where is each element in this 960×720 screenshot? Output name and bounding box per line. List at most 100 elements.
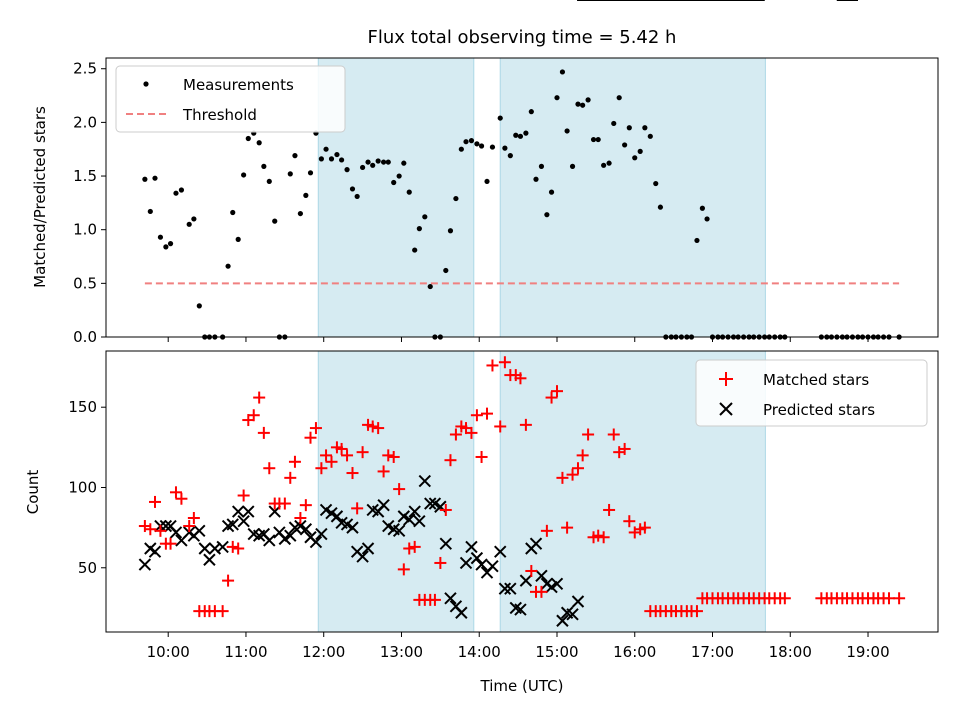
predicted-star-stroke [459, 556, 473, 570]
measurement-point [622, 142, 628, 148]
measurement-point [230, 209, 236, 216]
predicted-star-point [444, 592, 457, 605]
measurement-point [186, 221, 192, 227]
matched-star-point [247, 409, 260, 422]
predicted-star-stroke [540, 577, 554, 591]
predicted-star-stroke [382, 519, 395, 533]
top-y-tick-label: 0.5 [73, 274, 97, 292]
measurement-point [513, 132, 519, 138]
predicted-star-point [198, 542, 211, 555]
matched-star-point [778, 592, 791, 605]
predicted-star-point [550, 577, 564, 591]
predicted-star-point [284, 529, 297, 542]
matched-star-point [216, 605, 229, 618]
predicted-star-point [529, 537, 543, 550]
predicted-star-point [566, 608, 579, 621]
predicted-star-point [169, 526, 183, 539]
matched-star-point [148, 495, 161, 508]
measurement-point [590, 136, 597, 143]
predicted-star-point [439, 537, 453, 550]
measurement-point [142, 176, 148, 182]
predicted-star-point [514, 603, 527, 616]
predicted-star-point [418, 474, 432, 488]
predicted-star-stroke [475, 558, 488, 571]
matched-star-point [164, 537, 177, 550]
measurement-point [334, 151, 340, 158]
predicted-star-stroke [138, 558, 152, 571]
legend-predicted-marker [719, 402, 733, 416]
measurement-point [704, 216, 710, 222]
measurement-point [344, 167, 350, 173]
matched-star-point [408, 540, 421, 553]
matched-star-point [335, 442, 348, 455]
measurement-point [261, 163, 267, 169]
measurement-point [396, 173, 402, 179]
matched-star-point [603, 503, 616, 516]
measurement-point [191, 216, 197, 222]
measurement-point [647, 133, 653, 139]
matched-star-point [494, 420, 507, 433]
measurement-point [468, 138, 475, 144]
matched-star-point [481, 407, 494, 420]
measurement-point [626, 125, 632, 131]
matched-star-point [571, 462, 584, 475]
matched-star-point [592, 529, 605, 542]
predicted-star-point [138, 558, 152, 571]
predicted-star-stroke [514, 603, 527, 616]
matched-star-point [284, 471, 297, 484]
predicted-star-stroke [449, 600, 463, 613]
matched-star-point [486, 359, 499, 372]
measurement-point [173, 190, 179, 196]
measurement-point [339, 157, 345, 163]
predicted-star-stroke [387, 523, 400, 536]
measurement-point [323, 146, 329, 152]
top-y-tick-label: 0.0 [73, 328, 97, 346]
legend-measurements-label: Measurements [183, 76, 294, 94]
matched-star-point [403, 542, 416, 555]
matched-star-point [377, 465, 390, 478]
predicted-star-stroke [455, 606, 468, 619]
matched-star-point [320, 449, 333, 462]
predicted-star-stroke [392, 524, 406, 538]
measurement-point [318, 156, 324, 162]
predicted-star-point [242, 505, 255, 518]
matched-star-point [356, 446, 369, 459]
measurement-point [297, 210, 303, 217]
matched-star-point [325, 455, 338, 468]
matched-star-point [366, 420, 379, 433]
measurement-point [595, 136, 601, 143]
bottom-legend-box [695, 359, 928, 427]
measurement-point [354, 193, 360, 200]
measurement-point [380, 159, 387, 165]
measurement-point [225, 263, 231, 269]
predicted-star-stroke [231, 505, 245, 518]
measurement-point [365, 159, 371, 165]
measurement-point [272, 218, 278, 224]
top-y-ticks: 0.0 0.5 1.0 1.5 2.0 2.5 [73, 60, 106, 346]
measurement-point [517, 133, 524, 139]
predicted-star-point [263, 534, 276, 547]
matched-star-point [444, 454, 457, 467]
matched-star-point [154, 524, 167, 537]
measurement-point [152, 175, 158, 181]
matched-star-point [465, 426, 478, 439]
predicted-star-point [148, 545, 162, 558]
matched-star-point [351, 502, 364, 515]
predicted-star-stroke [418, 474, 432, 488]
x-tick-label: 12:00 [302, 643, 345, 661]
predicted-star-stroke [519, 574, 533, 587]
matched-star-point [566, 468, 579, 481]
predicted-star-stroke [198, 542, 211, 555]
measurement-point [349, 186, 356, 192]
predicted-star-point [459, 556, 473, 570]
predicted-star-stroke [299, 523, 313, 536]
predicted-star-stroke [294, 519, 307, 533]
predicted-star-point [377, 498, 390, 512]
predicted-star-point [556, 614, 569, 627]
measurement-point [575, 101, 581, 107]
predicted-star-stroke [498, 582, 512, 595]
predicted-star-stroke [193, 524, 206, 538]
matched-star-point [690, 605, 703, 618]
predicted-star-stroke [529, 537, 543, 550]
predicted-star-stroke [144, 542, 157, 555]
